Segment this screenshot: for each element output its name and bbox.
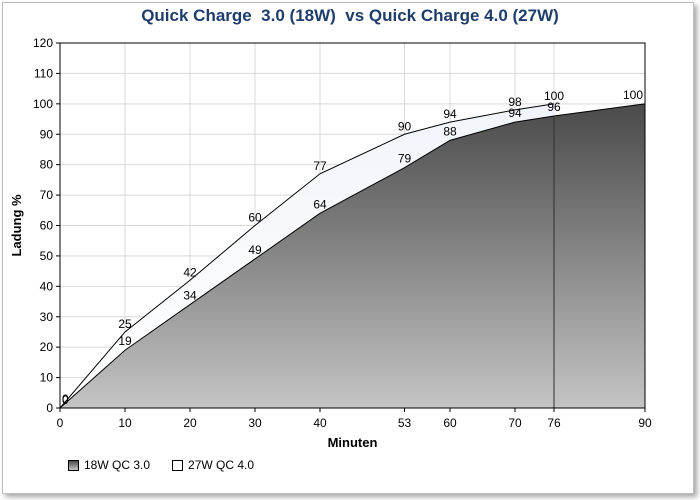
data-label-18w: 0 [62,392,69,406]
data-label-18w: 19 [118,334,132,348]
x-tick-label: 40 [313,416,327,430]
x-tick-label: 76 [547,416,561,430]
data-label-18w: 88 [443,124,457,138]
data-label-27w: 90 [398,119,412,133]
legend-item-18w: 18W QC 3.0 [68,458,150,472]
y-tick-label: 60 [40,219,54,233]
data-label-18w: 34 [183,289,197,303]
data-label-18w: 96 [547,100,561,114]
legend-item-27w: 27W QC 4.0 [172,458,254,472]
data-label-27w: 100 [544,89,564,103]
x-tick-label: 90 [638,416,652,430]
data-label-27w: 98 [508,95,522,109]
y-tick-label: 70 [40,188,54,202]
x-tick-label: 30 [248,416,262,430]
x-tick-label: 70 [508,416,522,430]
data-label-18w: 94 [508,106,522,120]
data-label-18w: 49 [248,243,262,257]
line-18w [59,103,646,409]
legend-swatch-27w [172,459,184,471]
data-label-18w: 64 [313,197,327,211]
data-label-27w: 0 [62,393,69,407]
y-tick-label: 0 [46,401,53,415]
data-label-27w: 25 [118,317,132,331]
y-axis-title: Ladung % [9,194,24,257]
y-tick-label: 30 [40,310,54,324]
y-tick-label: 40 [40,279,54,293]
chart-title: Quick Charge 3.0 (18W) vs Quick Charge 4… [141,6,559,25]
data-label-27w: 60 [248,211,262,225]
y-tick-label: 50 [40,249,54,263]
line-27w [59,103,555,409]
x-tick-label: 0 [57,416,64,430]
legend-label-27w: 27W QC 4.0 [188,458,255,472]
data-label-27w: 42 [183,265,197,279]
y-tick-label: 80 [40,158,54,172]
data-label-18w: 79 [398,152,412,166]
y-tick-label: 120 [33,36,53,50]
legend-swatch-18w [68,459,79,471]
y-tick-label: 10 [40,371,54,385]
x-tick-label: 20 [183,416,197,430]
legend-label-18w: 18W QC 3.0 [84,458,151,472]
x-tick-label: 10 [118,416,132,430]
y-tick-label: 100 [33,97,53,111]
x-axis-title: Minuten [328,435,378,450]
legend: 18W QC 3.0 27W QC 4.0 [68,458,254,472]
x-tick-label: 53 [398,416,412,430]
y-tick-label: 110 [34,66,53,80]
area-18w [60,103,645,408]
y-tick-label: 20 [40,340,54,354]
data-label-18w: 100 [623,88,643,102]
data-label-27w: 94 [443,107,457,121]
x-tick-label: 60 [443,416,457,430]
data-label-27w: 77 [313,159,327,173]
y-tick-label: 90 [40,127,54,141]
